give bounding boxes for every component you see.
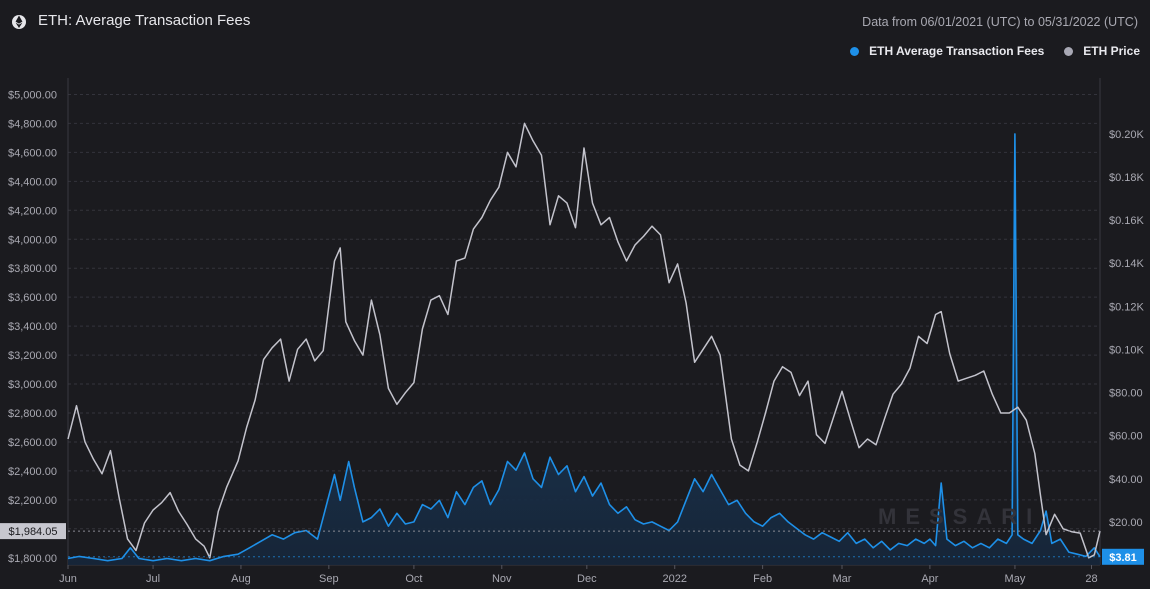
x-tick-label: 2022 (662, 573, 686, 585)
date-range: Data from 06/01/2021 (UTC) to 05/31/2022… (862, 15, 1138, 29)
chart-header: ETH: Average Transaction Fees Data from … (0, 0, 1150, 80)
ethereum-icon (12, 15, 26, 29)
x-tick-label: Feb (753, 573, 772, 585)
x-tick-label: Nov (492, 573, 512, 585)
x-tick-label: Apr (921, 573, 938, 585)
left-tick-label: $4,000.00 (8, 234, 57, 246)
x-tick-label: Jun (59, 573, 77, 585)
x-tick-label: Jul (146, 573, 160, 585)
legend-item-fees[interactable]: ETH Average Transaction Fees (850, 44, 1044, 58)
left-axis: $1,800.00$2,000.00$2,200.00$2,400.00$2,6… (8, 89, 57, 564)
left-tick-label: $4,400.00 (8, 176, 57, 188)
right-tick-label: $0.18K (1109, 172, 1145, 184)
x-tick-label: Aug (231, 573, 251, 585)
fees-area-fill (68, 133, 1100, 565)
left-tick-label: $5,000.00 (8, 89, 57, 101)
legend-item-price[interactable]: ETH Price (1064, 44, 1140, 58)
fee-current-label: $3.81 (1109, 552, 1137, 564)
legend: ETH Average Transaction Fees ETH Price (850, 44, 1140, 58)
left-tick-label: $2,400.00 (8, 466, 57, 478)
left-tick-label: $3,800.00 (8, 263, 57, 275)
current-value-badges: $1,984.05 $3.81 (0, 523, 1144, 565)
x-tick-label: Mar (833, 573, 852, 585)
fee-current-badge (1102, 548, 1144, 565)
left-tick-label: $3,600.00 (8, 292, 57, 304)
left-tick-label: $4,200.00 (8, 205, 57, 217)
price-current-badge (0, 523, 66, 540)
chart-title: ETH: Average Transaction Fees (38, 12, 251, 29)
right-tick-label: $0.14K (1109, 258, 1145, 270)
right-tick-label: $0.10K (1109, 344, 1145, 356)
fees-area (68, 133, 1100, 565)
left-tick-label: $3,000.00 (8, 379, 57, 391)
left-tick-label: $4,600.00 (8, 147, 57, 159)
x-tick-label: 28 (1085, 573, 1097, 585)
x-axis: Jun Jul Aug Sep Oct Nov Dec 2022 Feb Mar Apr May 28 (59, 565, 1098, 585)
right-tick-label: $80.00 (1109, 388, 1143, 400)
x-tick-label: Dec (577, 573, 597, 585)
legend-label-fees: ETH Average Transaction Fees (869, 44, 1045, 58)
right-tick-label: $0.20K (1109, 129, 1145, 141)
x-tick-label: May (1005, 573, 1026, 585)
left-tick-label: $2,800.00 (8, 408, 57, 420)
legend-dot-fees (850, 46, 860, 56)
right-tick-label: $0.16K (1109, 215, 1145, 227)
price-current-label: $1,984.05 (9, 526, 58, 538)
left-tick-label: $3,200.00 (8, 350, 57, 362)
left-tick-label: $3,400.00 (8, 321, 57, 333)
right-tick-label: $40.00 (1109, 474, 1143, 486)
series-lines (67, 122, 1101, 562)
right-tick-label: $60.00 (1109, 431, 1143, 443)
right-tick-label: $0.12K (1109, 301, 1145, 313)
x-tick-label: Oct (405, 573, 422, 585)
left-tick-label: $2,200.00 (8, 495, 57, 507)
watermark: MESSARI (878, 504, 1042, 529)
left-tick-label: $4,800.00 (8, 118, 57, 130)
right-axis: $20.00 $40.00 $60.00 $80.00 $0.10K $0.12K $0.1… (1109, 129, 1145, 529)
legend-dot-price (1064, 46, 1074, 56)
legend-label-price: ETH Price (1083, 44, 1140, 58)
price-line (67, 122, 1101, 559)
fees-line (67, 133, 1101, 562)
right-tick-label: $20.00 (1109, 517, 1143, 529)
x-tick-label: Sep (319, 573, 339, 585)
left-tick-label: $1,800.00 (8, 553, 57, 565)
left-tick-label: $2,600.00 (8, 437, 57, 449)
